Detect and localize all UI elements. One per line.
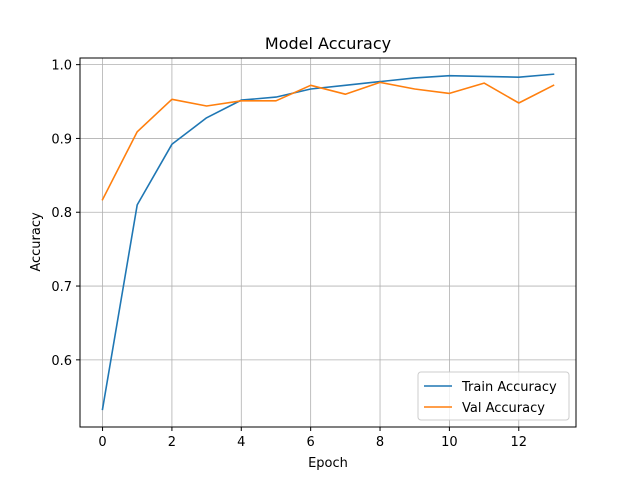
x-tick-label: 6 bbox=[307, 435, 315, 450]
legend-label-val: Val Accuracy bbox=[462, 401, 545, 416]
x-axis-label: Epoch bbox=[308, 456, 348, 471]
train-accuracy-line bbox=[101, 73, 555, 411]
grid bbox=[80, 58, 576, 427]
y-axis-label: Accuracy bbox=[29, 212, 44, 272]
val-accuracy-line bbox=[101, 81, 555, 201]
y-tick-label: 0.6 bbox=[51, 354, 72, 369]
legend-label-train: Train Accuracy bbox=[461, 380, 557, 395]
x-tick-label: 0 bbox=[98, 435, 106, 450]
legend-box bbox=[417, 371, 570, 421]
x-tick-label: 8 bbox=[376, 435, 384, 450]
x-tick-label: 2 bbox=[168, 435, 176, 450]
y-axis-ticks: 0.6 0.7 0.8 0.9 1.0 bbox=[51, 59, 80, 369]
legend: Train Accuracy Val Accuracy bbox=[417, 371, 570, 421]
x-axis-ticks: 0 2 4 6 8 10 12 bbox=[98, 427, 527, 450]
chart-title: Model Accuracy bbox=[265, 34, 391, 53]
series-layer bbox=[101, 73, 555, 411]
y-tick-label: 0.7 bbox=[51, 280, 72, 295]
x-tick-label: 4 bbox=[237, 435, 245, 450]
y-tick-label: 0.9 bbox=[51, 132, 72, 147]
x-tick-label: 10 bbox=[441, 435, 458, 450]
plot-area-frame bbox=[79, 57, 577, 428]
y-tick-label: 1.0 bbox=[51, 59, 72, 74]
y-tick-label: 0.8 bbox=[51, 206, 72, 221]
x-tick-label: 12 bbox=[510, 435, 527, 450]
